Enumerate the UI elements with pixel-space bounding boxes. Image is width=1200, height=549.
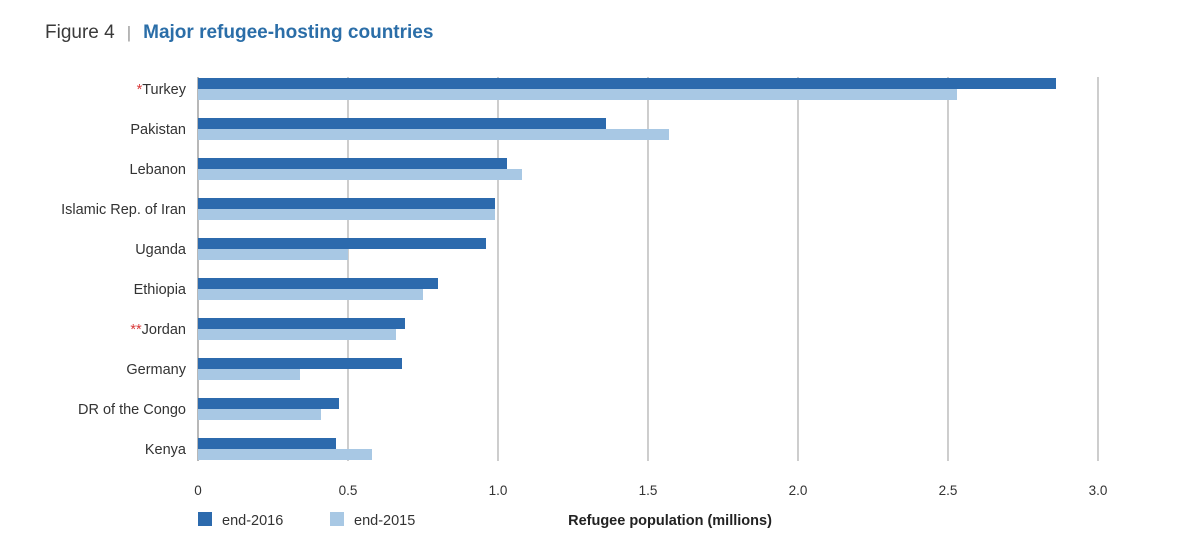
figure-header: Figure 4 | Major refugee-hosting countri…	[45, 22, 433, 44]
bar	[198, 398, 339, 409]
bar	[198, 249, 348, 260]
legend-label: end-2015	[354, 513, 415, 529]
category-name: DR of the Congo	[78, 402, 186, 418]
x-tick-label: 0.5	[339, 483, 358, 498]
bar	[198, 278, 438, 289]
bar	[198, 329, 396, 340]
bar	[198, 89, 957, 100]
category-label: Islamic Rep. of Iran	[61, 202, 186, 218]
bar	[198, 409, 321, 420]
category-label: Ethiopia	[134, 282, 187, 298]
bar	[198, 129, 669, 140]
x-tick-label: 2.5	[939, 483, 958, 498]
category-name: Uganda	[135, 242, 187, 258]
legend-label: end-2016	[222, 513, 283, 529]
category-name: Turkey	[142, 82, 187, 98]
bar	[198, 369, 300, 380]
x-tick-label: 1.0	[489, 483, 508, 498]
category-label: Lebanon	[130, 162, 186, 178]
bar	[198, 118, 606, 129]
category-name: Islamic Rep. of Iran	[61, 202, 186, 218]
x-tick-label: 2.0	[789, 483, 808, 498]
x-axis-title: Refugee population (millions)	[568, 513, 772, 529]
x-tick-label: 1.5	[639, 483, 658, 498]
bar	[198, 78, 1056, 89]
category-name: Ethiopia	[134, 282, 187, 298]
category-label: **Jordan	[130, 322, 186, 338]
category-label: Kenya	[145, 442, 187, 458]
bar	[198, 289, 423, 300]
header-separator: |	[126, 23, 132, 42]
figure-label: Figure 4	[45, 22, 115, 43]
category-label: Germany	[126, 362, 186, 378]
bar	[198, 358, 402, 369]
category-label: *Turkey	[137, 82, 187, 98]
category-name: Kenya	[145, 442, 187, 458]
footnote-marker: *	[137, 82, 143, 98]
bar	[198, 169, 522, 180]
x-tick-label: 0	[194, 483, 202, 498]
bar	[198, 438, 336, 449]
chart-title: Major refugee-hosting countries	[143, 22, 434, 43]
bar	[198, 209, 495, 220]
x-tick-label: 3.0	[1089, 483, 1108, 498]
category-name: Jordan	[142, 322, 186, 338]
category-label: Uganda	[135, 242, 187, 258]
category-name: Lebanon	[130, 162, 186, 178]
legend-swatch	[330, 512, 344, 526]
bar	[198, 238, 486, 249]
footnote-marker: **	[130, 322, 142, 338]
bar	[198, 449, 372, 460]
bar	[198, 158, 507, 169]
legend-swatch	[198, 512, 212, 526]
category-label: DR of the Congo	[78, 402, 186, 418]
category-label: Pakistan	[130, 122, 186, 138]
bar	[198, 318, 405, 329]
category-name: Germany	[126, 362, 186, 378]
bar	[198, 198, 495, 209]
category-name: Pakistan	[130, 122, 186, 138]
